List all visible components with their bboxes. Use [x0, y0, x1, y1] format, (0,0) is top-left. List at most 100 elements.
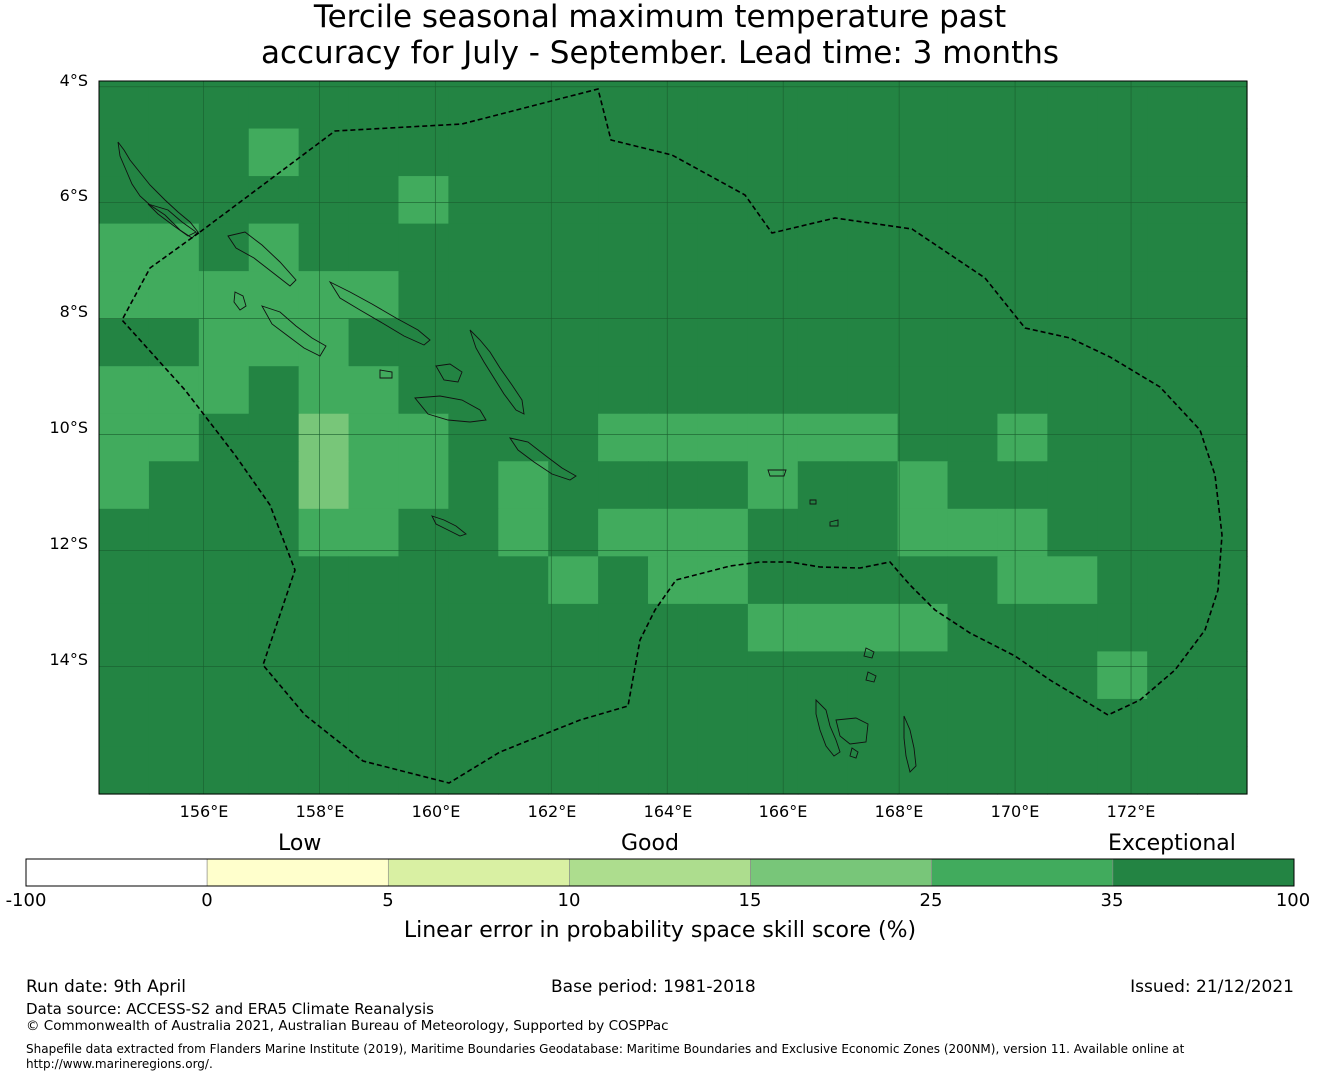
grid-cell	[648, 603, 699, 652]
grid-cell	[697, 81, 749, 130]
grid-cell	[1197, 223, 1248, 272]
grid-cell	[997, 128, 1048, 177]
grid-cell	[747, 223, 799, 272]
colorbar-tick: 10	[557, 890, 581, 911]
grid-cell	[148, 223, 200, 272]
grid-cell	[99, 603, 150, 652]
grid-cell	[498, 698, 549, 748]
grid-cell	[997, 271, 1048, 320]
grid-cell	[1047, 651, 1098, 700]
grid-cell	[1047, 746, 1098, 795]
grid-cell	[198, 318, 250, 367]
grid-cell	[697, 318, 749, 367]
grid-cell	[1097, 318, 1148, 367]
base-period: Base period: 1981-2018	[551, 977, 756, 997]
grid-cell	[148, 651, 200, 700]
grid-cell	[1047, 176, 1098, 225]
graticule	[99, 81, 1247, 794]
grid-cell	[99, 223, 150, 272]
grid-cell	[498, 223, 549, 272]
grid-cell	[148, 271, 200, 320]
grid-cell	[148, 698, 200, 748]
grid-cell	[697, 366, 749, 415]
grid-cell	[1097, 651, 1148, 700]
grid-cell	[947, 318, 999, 367]
grid-cell	[1147, 746, 1198, 795]
grid-cell	[198, 413, 250, 462]
grid-cell	[99, 413, 150, 462]
grid-cell	[398, 556, 449, 605]
grid-cell	[947, 128, 999, 177]
grid-cell	[598, 223, 649, 272]
grid-cell	[198, 508, 250, 557]
grid-cell	[348, 508, 400, 557]
lat-label: 12°S	[49, 534, 88, 553]
grid-cell	[747, 698, 799, 748]
grid-cell	[847, 651, 899, 700]
data-source: Data source: ACCESS-S2 and ERA5 Climate …	[26, 1000, 434, 1018]
colorbar	[25, 858, 1295, 887]
grid-cell	[198, 81, 250, 130]
grid-cell	[797, 271, 849, 320]
grid-cell	[897, 318, 949, 367]
lat-label: 10°S	[49, 418, 88, 437]
grid-cell	[1197, 746, 1248, 795]
grid-cell	[398, 508, 449, 557]
grid-cell	[1147, 651, 1198, 700]
grid-cell	[198, 366, 250, 415]
grid-cell	[797, 461, 849, 510]
grid-cell	[997, 508, 1048, 557]
grid-cell	[248, 603, 300, 652]
grid-cell	[947, 271, 999, 320]
grid-cell	[947, 698, 999, 748]
grid-cell	[99, 651, 150, 700]
grid-cell	[398, 128, 449, 177]
grid-cell	[847, 366, 899, 415]
grid-cell	[797, 318, 849, 367]
grid-cell	[1197, 651, 1248, 700]
grid-cell	[298, 366, 350, 415]
grid-cell	[248, 318, 300, 367]
grid-cell	[148, 461, 200, 510]
grid-cell	[348, 271, 400, 320]
island-outline	[147, 203, 197, 237]
island-outline	[865, 671, 877, 683]
colorbar-tick: 100	[1275, 890, 1311, 911]
grid-cell	[248, 698, 300, 748]
grid-cell	[797, 223, 849, 272]
grid-cell	[348, 318, 400, 367]
grid-cell	[99, 698, 150, 748]
grid-cell	[648, 366, 699, 415]
grid-cell	[648, 128, 699, 177]
grid-cell	[298, 698, 350, 748]
colorbar-tick: -100	[5, 890, 47, 911]
grid-cell	[448, 698, 499, 748]
grid-cell	[548, 508, 599, 557]
grid-cell	[1197, 81, 1248, 130]
grid-cell	[598, 176, 649, 225]
grid-cell	[448, 746, 499, 795]
grid-cell	[1197, 461, 1248, 510]
grid-cell	[198, 698, 250, 748]
grid-cell	[648, 508, 699, 557]
grid-cell	[298, 223, 350, 272]
island-outline	[261, 305, 327, 357]
grid-cell	[248, 366, 300, 415]
grid-cell	[1197, 318, 1248, 367]
grid-cell	[248, 81, 300, 130]
grid-cell	[648, 698, 699, 748]
grid-cell	[947, 176, 999, 225]
grid-cell	[997, 318, 1048, 367]
grid-cell	[947, 461, 999, 510]
grid-cell	[298, 651, 350, 700]
island-outline	[835, 717, 869, 745]
grid-cell	[498, 81, 549, 130]
grid-cell	[648, 413, 699, 462]
grid-cell	[648, 746, 699, 795]
grid-cell	[448, 556, 499, 605]
island-outline	[903, 715, 917, 773]
grid-cell	[398, 461, 449, 510]
grid-cell	[548, 366, 599, 415]
grid-cell	[847, 413, 899, 462]
colorbar-tick: 35	[1100, 890, 1124, 911]
